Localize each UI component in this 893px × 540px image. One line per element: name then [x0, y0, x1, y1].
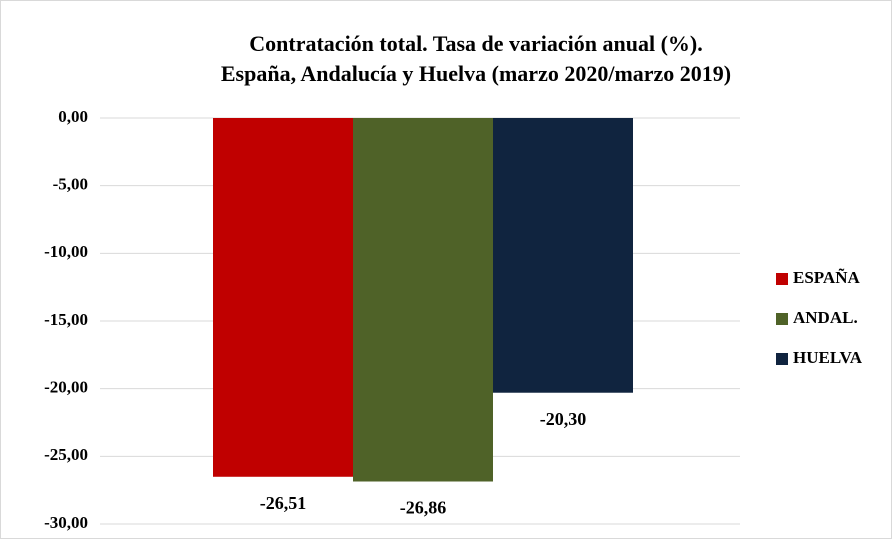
bar: [353, 118, 493, 482]
legend-label: ANDAL.: [793, 308, 858, 327]
y-tick-label: -20,00: [44, 378, 88, 397]
bar: [213, 118, 353, 477]
legend-label: HUELVA: [793, 348, 863, 367]
value-label: -20,30: [540, 409, 587, 429]
y-tick-label: -5,00: [53, 175, 88, 194]
value-label: -26,86: [400, 498, 447, 518]
chart-title: Contratación total. Tasa de variación an…: [249, 31, 702, 56]
y-tick-label: 0,00: [58, 107, 88, 126]
bar: [493, 118, 633, 393]
legend-label: ESPAÑA: [793, 268, 860, 287]
y-tick-label: -10,00: [44, 242, 88, 261]
y-tick-label: -15,00: [44, 310, 88, 329]
y-tick-label: -30,00: [44, 513, 88, 532]
legend-swatch: [776, 313, 788, 325]
y-tick-label: -25,00: [44, 445, 88, 464]
legend-swatch: [776, 353, 788, 365]
legend-swatch: [776, 273, 788, 285]
value-label: -26,51: [260, 493, 307, 513]
chart-title: España, Andalucía y Huelva (marzo 2020/m…: [221, 61, 731, 86]
